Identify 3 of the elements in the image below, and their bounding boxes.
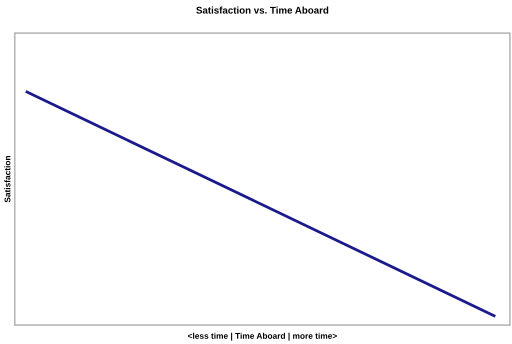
chart-title: Satisfaction vs. Time Aboard (196, 6, 328, 14)
y-axis-title: Satisfaction (4, 156, 10, 202)
x-axis-title: <less time | Time Aboard | more time> (188, 332, 337, 341)
